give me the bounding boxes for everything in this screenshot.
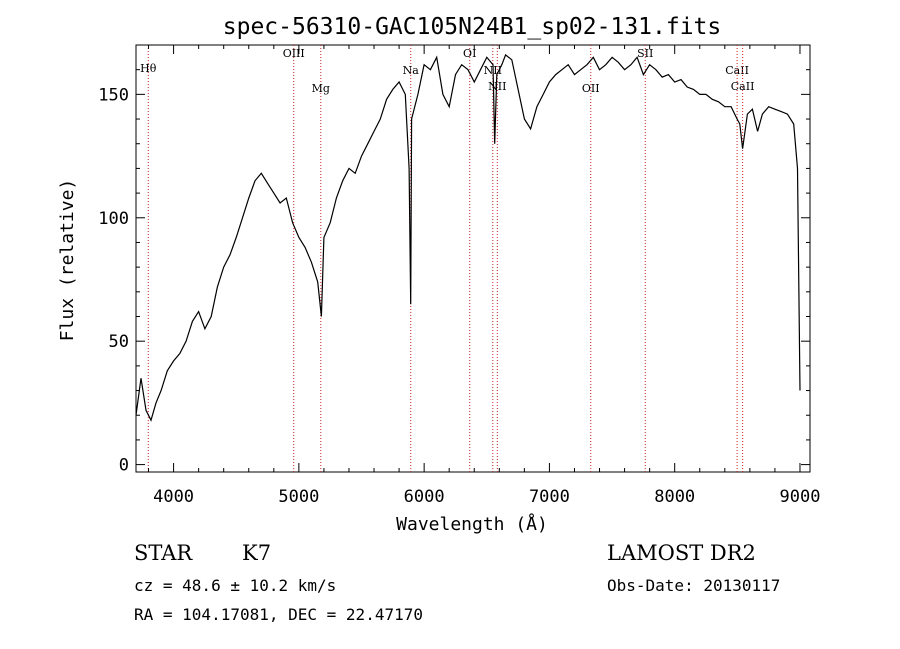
spectral-line-label: SII (637, 47, 653, 60)
spectral-line-label: NII (488, 80, 506, 93)
spectral-line-label: Na (403, 64, 420, 77)
y-tick-label: 50 (109, 332, 129, 352)
object-class: STAR (134, 541, 193, 565)
x-tick-label: 9000 (780, 487, 821, 507)
survey-name: LAMOST DR2 (607, 541, 756, 565)
x-tick-label: 6000 (404, 487, 445, 507)
redshift-velocity: cz = 48.6 ± 10.2 km/s (134, 576, 336, 595)
spectral-line-label: OIII (283, 47, 305, 60)
y-tick-label: 0 (119, 456, 129, 476)
spectrum-line (135, 53, 801, 422)
coordinates: RA = 104.17081, DEC = 22.47170 (134, 605, 423, 624)
y-tick-label: 150 (98, 85, 129, 105)
x-axis: 4000 5000 6000 7000 8000 9000 (148, 45, 821, 507)
chart-title: spec-56310-GAC105N24B1_sp02-131.fits (223, 14, 722, 40)
x-tick-label: 7000 (529, 487, 570, 507)
y-tick-label: 100 (98, 209, 129, 229)
spectral-line-label: Hθ (140, 62, 157, 75)
spectral-line-label: CaII (731, 80, 755, 93)
spectral-line-label: CaII (725, 64, 749, 77)
spectral-line-label: OII (582, 82, 600, 95)
x-axis-label: Wavelength (Å) (396, 513, 548, 535)
spectral-line-label: OI (463, 47, 476, 60)
plot-frame (135, 44, 811, 473)
y-axis-label: Flux (relative) (57, 179, 78, 342)
x-tick-label: 5000 (278, 487, 319, 507)
x-tick-label: 4000 (153, 487, 194, 507)
observation-date: Obs-Date: 20130117 (607, 576, 780, 595)
x-tick-label: 8000 (654, 487, 695, 507)
spectral-line-label: Mg (312, 82, 330, 95)
y-axis: 0 50 100 150 (98, 69, 810, 476)
object-subclass: K7 (242, 541, 271, 565)
spectrum-series (135, 53, 801, 422)
